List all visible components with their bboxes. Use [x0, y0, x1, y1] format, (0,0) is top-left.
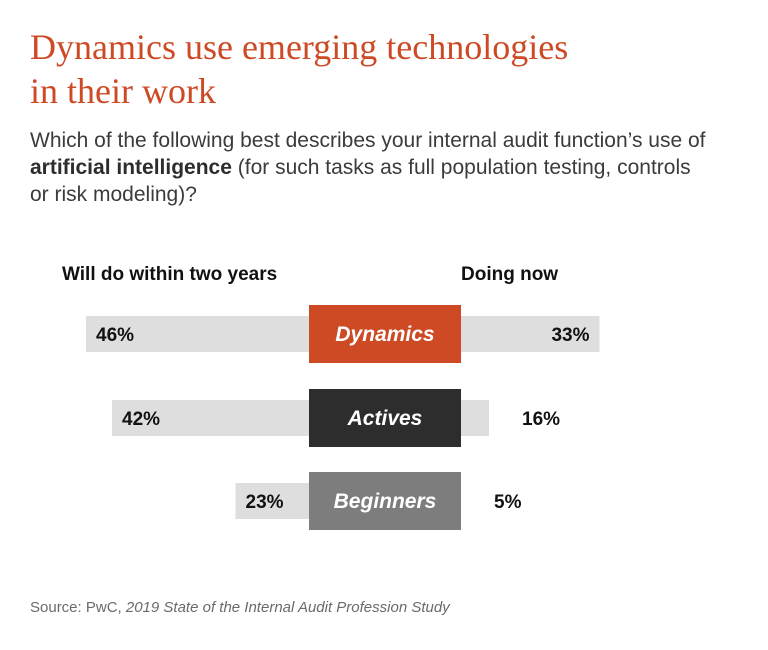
value-label-right-dynamics: 33%: [551, 325, 589, 346]
category-box-beginners: [309, 472, 461, 530]
title-line-2: in their work: [30, 71, 216, 111]
series-header-right: Doing now: [461, 264, 558, 285]
source-note: Source: PwC, 2019 State of the Internal …: [30, 599, 450, 616]
series-header-left: Will do within two years: [62, 264, 277, 285]
category-box-dynamics: [309, 305, 461, 363]
category-label-beginners: Beginners: [334, 490, 437, 513]
category-label-dynamics: Dynamics: [335, 323, 434, 346]
value-label-right-beginners: 5%: [494, 492, 522, 513]
category-label-actives: Actives: [347, 407, 423, 430]
question-text-after: (for such tasks as full population testi…: [30, 156, 691, 206]
chart-title: Dynamics use emerging technologies in th…: [30, 25, 730, 113]
value-label-right-actives: 16%: [522, 409, 560, 430]
value-label-left-actives: 42%: [122, 409, 160, 430]
question-emphasis: artificial intelligence: [30, 156, 232, 179]
title-line-1: Dynamics use emerging technologies: [30, 27, 569, 67]
question-text-before: Which of the following best describes yo…: [30, 129, 706, 152]
value-label-left-beginners: 23%: [246, 492, 284, 513]
category-box-actives: [309, 389, 461, 447]
source-prefix: Source: PwC,: [30, 599, 126, 616]
value-label-left-dynamics: 46%: [96, 325, 134, 346]
survey-question: Which of the following best describes yo…: [30, 127, 710, 208]
source-title: 2019 State of the Internal Audit Profess…: [125, 599, 450, 616]
